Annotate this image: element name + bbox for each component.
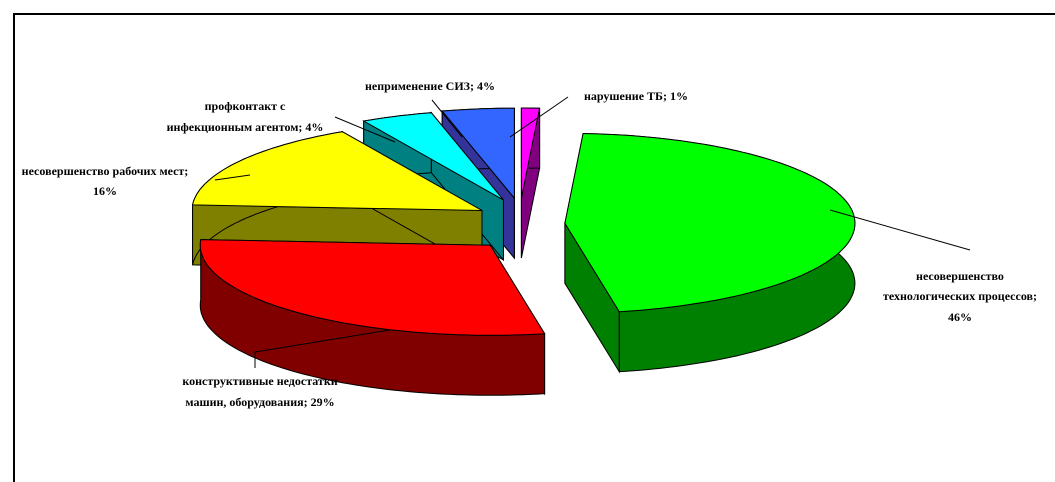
- data-label: 46%: [948, 310, 972, 324]
- leader-line: [254, 329, 391, 368]
- slice: [199, 239, 546, 336]
- leader-line: [829, 209, 971, 251]
- chart-frame: [13, 13, 1055, 482]
- data-label: профконтакт с: [205, 99, 286, 113]
- data-label: нарушение ТБ; 1%: [584, 89, 688, 103]
- data-label: неприменение СИЗ; 4%: [365, 79, 495, 93]
- data-label: технологических процессов;: [883, 289, 1037, 303]
- leader-line: [431, 99, 463, 138]
- slice: [441, 107, 515, 200]
- data-label: 16%: [93, 184, 117, 198]
- data-label: конструктивные недостатки: [182, 374, 337, 388]
- slice: [362, 112, 504, 201]
- data-label: несовершенство: [916, 269, 1004, 283]
- leader-line: [334, 116, 396, 143]
- slice: [520, 107, 541, 199]
- slice: [564, 132, 856, 313]
- data-label: машин, оборудования; 29%: [185, 395, 334, 409]
- slice: [191, 131, 483, 211]
- leader-line: [509, 96, 569, 138]
- data-label: инфекционным агентом; 4%: [167, 120, 324, 134]
- data-label: несовершенство рабочих мест;: [22, 164, 189, 178]
- leader-line: [214, 174, 251, 181]
